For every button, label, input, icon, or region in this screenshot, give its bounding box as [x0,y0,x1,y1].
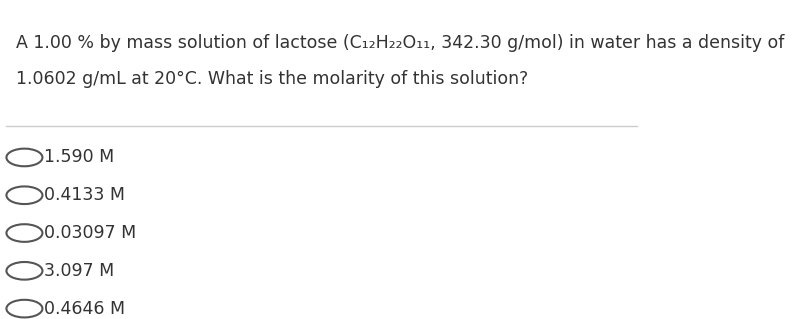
Text: 1.0602 g/mL at 20°C. What is the molarity of this solution?: 1.0602 g/mL at 20°C. What is the molarit… [16,70,528,88]
Text: 0.4133 M: 0.4133 M [43,186,124,204]
Text: A 1.00 % by mass solution of lactose (C₁₂H₂₂O₁₁, 342.30 g/mol) in water has a de: A 1.00 % by mass solution of lactose (C₁… [16,33,784,51]
Text: 0.03097 M: 0.03097 M [43,224,136,242]
Text: 1.590 M: 1.590 M [43,148,114,167]
Text: 3.097 M: 3.097 M [43,262,114,280]
Text: 0.4646 M: 0.4646 M [43,300,124,318]
